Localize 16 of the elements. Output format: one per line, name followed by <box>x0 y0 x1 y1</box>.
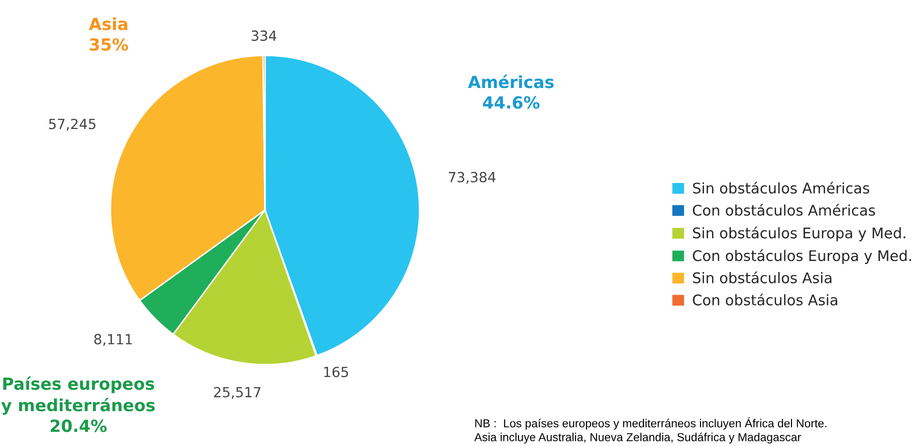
legend-label: Sin obstáculos Américas <box>693 182 870 194</box>
legend-label: Sin obstáculos Asia <box>693 271 832 284</box>
text: NB : Los países europeos y mediterráneos incluyen África del Norte. Asia incluye Australia, Nueva Zelandia, Sudáfrica y Madagascar <box>474 417 826 444</box>
data-label: 8,111 <box>94 334 132 346</box>
legend-label: Con obstáculos Europa y Med. <box>692 249 911 264</box>
data-label: 73,384 <box>448 172 496 184</box>
legend-label: Sin obstáculos Europa y Med. <box>693 226 906 242</box>
text: Países europeos y mediterráneos 20.4% <box>1 376 155 432</box>
text: Américas 44.6% <box>468 74 554 109</box>
data-label: 165 <box>324 366 348 378</box>
data-label: 334 <box>252 30 276 41</box>
data-label: 25,517 <box>214 386 260 399</box>
text: Asia 35% <box>88 17 128 51</box>
legend-label: Con obstáculos Américas <box>692 204 875 216</box>
legend-label: Con obstáculos Asia <box>692 294 838 306</box>
data-label: 57,245 <box>49 118 96 131</box>
